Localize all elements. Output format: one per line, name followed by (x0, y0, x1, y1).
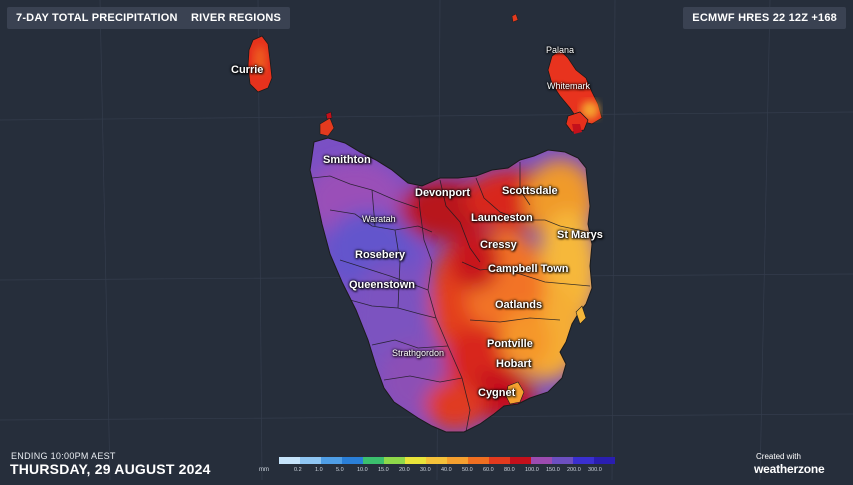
legend-swatch (531, 457, 552, 464)
legend-tick: 100.0 (525, 467, 539, 473)
legend-tick: 200.0 (567, 467, 581, 473)
legend-tick: 20.0 (399, 467, 410, 473)
town-label-hobart: Hobart (496, 358, 532, 370)
legend-tick: 60.0 (483, 467, 494, 473)
legend-swatch (363, 457, 384, 464)
legend-tick: 5.0 (336, 467, 344, 473)
legend-unit: mm (259, 467, 269, 473)
robbins-island (319, 117, 335, 137)
forecast-date: THURSDAY, 29 AUGUST 2024 (10, 461, 211, 477)
legend-tick-labels: 0.2 1.0 5.0 10.0 15.0 20.0 30.0 40.0 50.0 60.0 80.… (279, 467, 608, 473)
legend-tick: 80.0 (504, 467, 515, 473)
town-label-scottsdale: Scottsdale (502, 185, 558, 197)
town-label-cressy: Cressy (480, 239, 517, 251)
legend-swatch (321, 457, 342, 464)
weatherzone-logo: weatherzone (754, 462, 825, 476)
tasmania-coastline (309, 137, 593, 433)
legend-tick: 10.0 (357, 467, 368, 473)
town-label-whitemark: Whitemark (547, 81, 591, 91)
legend-swatch (426, 457, 447, 464)
legend-tick: 30.0 (420, 467, 431, 473)
product-title-button[interactable]: 7-DAY TOTAL PRECIPITATION (7, 7, 187, 29)
maria-island (575, 305, 587, 325)
legend-swatch (342, 457, 363, 464)
town-label-st-marys: St Marys (557, 229, 603, 241)
town-label-launceston: Launceston (471, 212, 533, 224)
precip-legend: mm 0.2 1.0 5.0 10.0 15.0 20.0 30.0 40.0 50.0 60.0… (259, 457, 615, 477)
town-label-smithton: Smithton (323, 154, 371, 166)
legend-swatch (300, 457, 321, 464)
town-label-devonport: Devonport (415, 187, 470, 199)
legend-tick: 15.0 (378, 467, 389, 473)
town-label-pontville: Pontville (487, 338, 533, 350)
town-label-waratah: Waratah (362, 214, 396, 224)
legend-swatch (447, 457, 468, 464)
legend-color-bar (279, 457, 615, 464)
town-label-campbell-town: Campbell Town (488, 263, 569, 275)
legend-swatch (279, 457, 300, 464)
legend-tick: 300.0 (588, 467, 602, 473)
town-markers (338, 160, 580, 397)
legend-tick: 150.0 (546, 467, 560, 473)
legend-tick: 40.0 (441, 467, 452, 473)
legend-swatch (573, 457, 594, 464)
town-label-cygnet: Cygnet (478, 387, 516, 399)
town-label-strathgordon: Strathgordon (392, 348, 445, 358)
town-label-rosebery: Rosebery (355, 249, 406, 261)
town-label-oatlands: Oatlands (495, 299, 543, 311)
legend-swatch (510, 457, 531, 464)
tasmania-precip-field (310, 138, 592, 432)
river-region-boundaries (311, 162, 591, 432)
cape-barren-island (565, 111, 589, 133)
town-label-queenstown: Queenstown (349, 279, 416, 291)
legend-tick: 1.0 (315, 467, 323, 473)
legend-swatch (468, 457, 489, 464)
credit-text: Created with (756, 452, 801, 461)
legend-tick: 50.0 (462, 467, 473, 473)
legend-swatch (384, 457, 405, 464)
legend-swatch (405, 457, 426, 464)
ending-time-label: ENDING 10:00PM AEST (11, 451, 116, 461)
legend-swatch (552, 457, 573, 464)
model-run-label: ECMWF HRES 22 12Z +168 (683, 7, 846, 29)
legend-swatch (594, 457, 615, 464)
river-regions-button[interactable]: RIVER REGIONS (182, 7, 291, 29)
legend-tick: 0.2 (294, 467, 302, 473)
town-label-currie: Currie (231, 64, 264, 76)
bruny-island (505, 381, 525, 405)
town-label-palana: Palana (546, 45, 575, 55)
legend-swatch (489, 457, 510, 464)
